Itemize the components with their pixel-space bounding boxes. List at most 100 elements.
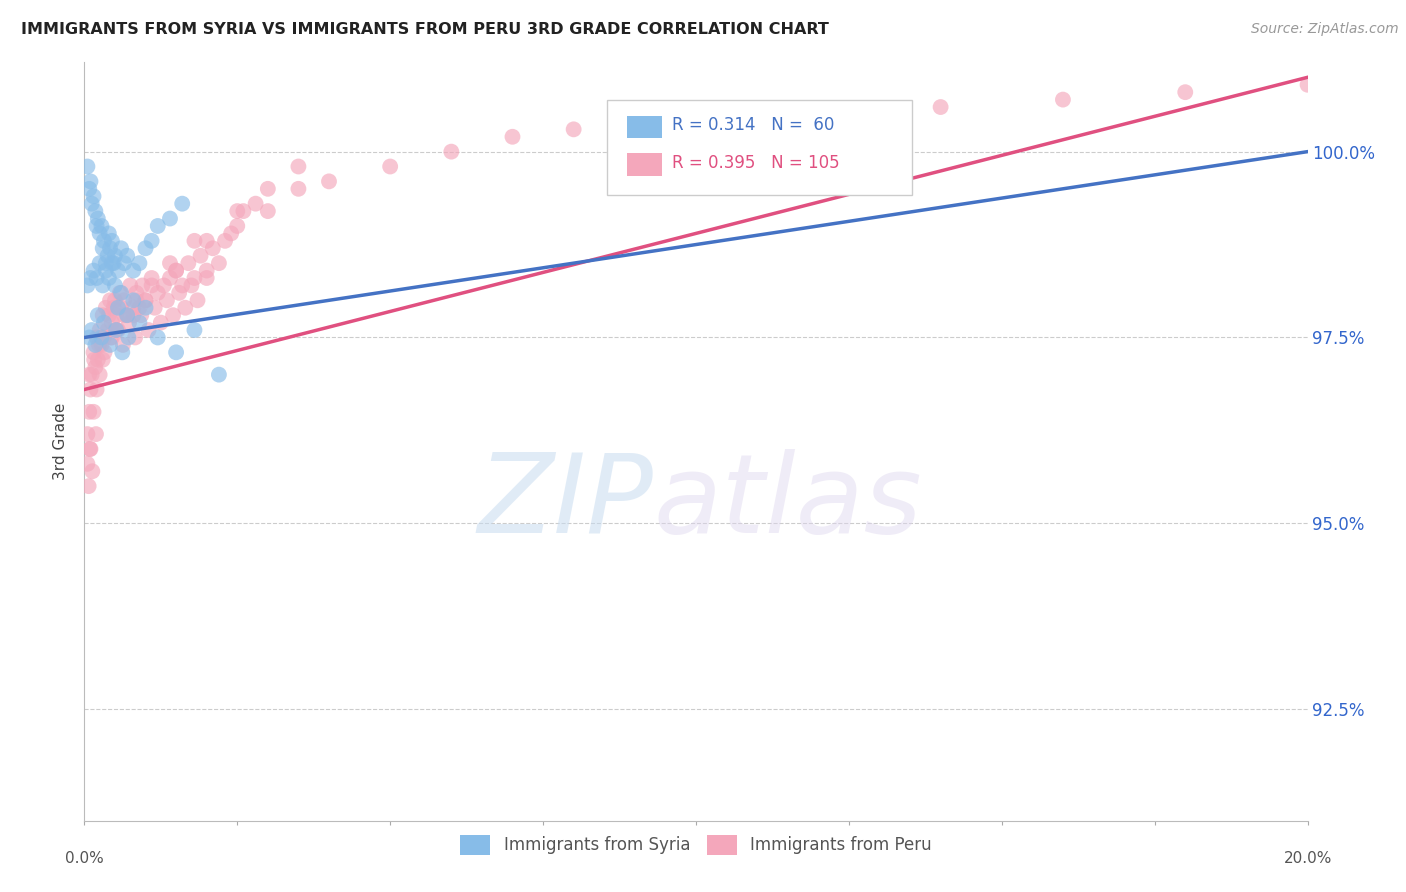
Point [94, 301, 117, 315]
Point [110, 241, 132, 255]
Point [83, 263, 105, 277]
Point [226, 219, 249, 233]
Point [226, 204, 249, 219]
Point [105, 308, 128, 322]
Point [219, 227, 242, 241]
Point [183, 323, 205, 337]
Point [77, 479, 100, 493]
Point [141, 234, 163, 248]
Point [84, 338, 107, 352]
Point [380, 160, 402, 174]
Point [167, 285, 190, 300]
Point [86, 383, 108, 397]
Point [97, 323, 120, 337]
Point [97, 308, 120, 322]
Point [79, 442, 101, 456]
Point [1052, 93, 1074, 107]
Point [124, 330, 146, 344]
Text: ZIP: ZIP [477, 449, 654, 556]
Point [214, 234, 236, 248]
Point [112, 293, 135, 308]
Point [107, 301, 129, 315]
Point [91, 352, 114, 367]
Point [77, 368, 100, 382]
Legend: Immigrants from Syria, Immigrants from Peru: Immigrants from Syria, Immigrants from P… [454, 828, 938, 862]
Point [177, 256, 200, 270]
Point [128, 301, 150, 315]
Point [93, 345, 115, 359]
Point [149, 316, 172, 330]
Point [77, 405, 100, 419]
Point [195, 263, 218, 277]
Point [97, 271, 120, 285]
Point [131, 278, 153, 293]
Point [128, 316, 150, 330]
Point [93, 330, 115, 344]
Point [141, 278, 163, 293]
Point [76, 160, 98, 174]
Point [83, 189, 105, 203]
Point [120, 278, 142, 293]
Point [76, 457, 98, 471]
Point [122, 263, 145, 277]
Point [89, 256, 111, 270]
Point [165, 263, 187, 277]
Point [115, 308, 138, 322]
Point [87, 352, 110, 367]
Point [165, 263, 187, 277]
Point [83, 345, 105, 359]
Point [111, 345, 134, 359]
Point [159, 211, 181, 226]
Point [90, 330, 112, 344]
Point [118, 316, 141, 330]
Point [80, 368, 103, 382]
Point [94, 256, 117, 270]
Point [135, 293, 157, 308]
Point [90, 219, 112, 233]
Point [90, 338, 112, 352]
Point [108, 285, 131, 300]
Point [79, 271, 101, 285]
Point [84, 360, 107, 375]
Point [93, 316, 115, 330]
FancyBboxPatch shape [606, 101, 912, 195]
Text: 0.0%: 0.0% [65, 851, 104, 866]
Point [135, 293, 157, 308]
Point [111, 338, 134, 352]
Point [208, 368, 231, 382]
Point [110, 285, 132, 300]
Text: IMMIGRANTS FROM SYRIA VS IMMIGRANTS FROM PERU 3RD GRADE CORRELATION CHART: IMMIGRANTS FROM SYRIA VS IMMIGRANTS FROM… [21, 22, 830, 37]
Point [101, 330, 124, 344]
Point [91, 241, 114, 255]
Point [86, 330, 108, 344]
Point [76, 278, 98, 293]
Point [172, 196, 194, 211]
Point [183, 234, 205, 248]
Point [104, 278, 127, 293]
Point [143, 301, 166, 315]
Point [115, 308, 138, 322]
Point [112, 308, 135, 322]
Bar [627, 153, 662, 177]
Point [101, 256, 124, 270]
Point [318, 174, 340, 188]
Point [502, 129, 524, 144]
Point [83, 352, 105, 367]
Text: 20.0%: 20.0% [1284, 851, 1331, 866]
Point [162, 308, 184, 322]
Point [287, 160, 309, 174]
Point [80, 323, 103, 337]
Point [82, 464, 104, 478]
Point [104, 293, 127, 308]
Point [110, 301, 132, 315]
Point [77, 330, 100, 344]
Point [86, 271, 108, 285]
Point [76, 427, 98, 442]
Point [122, 301, 145, 315]
Point [125, 285, 148, 300]
Point [195, 271, 218, 285]
Point [86, 219, 108, 233]
Point [112, 256, 135, 270]
Point [107, 323, 129, 337]
Point [103, 256, 125, 270]
